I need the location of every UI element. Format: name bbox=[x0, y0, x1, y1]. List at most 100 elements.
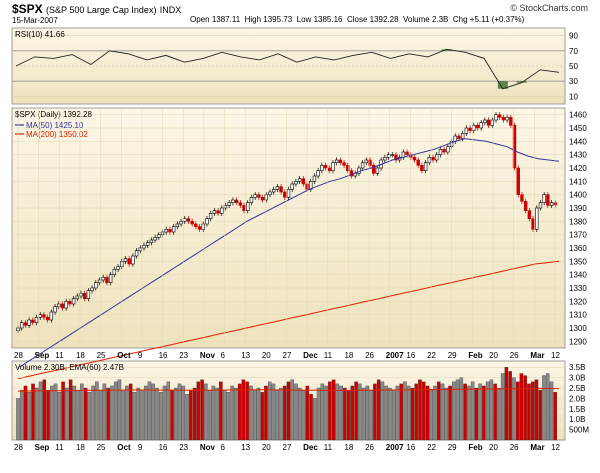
quote-line: Open 1387.11 High 1395.73 Low 1385.16 Cl… bbox=[190, 15, 525, 24]
volume-bar bbox=[155, 387, 159, 441]
volume-bar bbox=[335, 383, 340, 441]
candle-body bbox=[368, 159, 372, 166]
rsi-oversold-fill bbox=[497, 81, 508, 89]
volume-bar bbox=[286, 381, 291, 441]
volume-x-label: 6 bbox=[221, 443, 226, 452]
volume-x-label: 9 bbox=[138, 443, 143, 452]
symbol: $SPX bbox=[12, 2, 43, 16]
volume-bar bbox=[328, 381, 332, 441]
candle-body bbox=[190, 221, 194, 225]
candle-body bbox=[483, 119, 487, 123]
volume-bar bbox=[470, 381, 475, 441]
candle-body bbox=[360, 162, 365, 169]
volume-bar bbox=[117, 379, 122, 441]
volume-x-label: 18 bbox=[76, 443, 85, 452]
ma50-line bbox=[17, 138, 560, 369]
candle-body bbox=[194, 223, 198, 227]
high-value: 1395.73 bbox=[263, 15, 293, 24]
volume-bar bbox=[358, 383, 362, 441]
candle-body bbox=[116, 266, 120, 270]
candle-body bbox=[45, 317, 50, 321]
ma50-legend-label: MA(50) 1425.10 bbox=[26, 121, 84, 130]
volume-bar bbox=[207, 389, 212, 441]
candle-body bbox=[138, 247, 142, 251]
volume-bar bbox=[226, 392, 231, 441]
volume-bar bbox=[27, 392, 32, 441]
volume-title: Volume 2.30B, EMA(60) 2.47B bbox=[15, 363, 124, 372]
candle-body bbox=[20, 322, 24, 329]
open-value: 1387.11 bbox=[211, 15, 241, 24]
panel-price bbox=[11, 107, 566, 349]
volume-bar bbox=[125, 385, 129, 441]
candle-body bbox=[516, 167, 520, 195]
volume-bar bbox=[395, 385, 400, 441]
price-tick-label: 1350 bbox=[569, 257, 587, 266]
volume-bar bbox=[211, 385, 216, 441]
volume-x-label: Feb bbox=[468, 443, 482, 452]
volume-bar bbox=[421, 381, 426, 441]
price-tick-label: 1290 bbox=[569, 337, 587, 346]
price-x-label: 23 bbox=[179, 351, 188, 360]
price-x-label: 29 bbox=[448, 351, 457, 360]
volume-x-label: 13 bbox=[241, 443, 250, 452]
candle-body bbox=[64, 301, 68, 309]
volume-tick-label: 2.5B bbox=[569, 384, 585, 393]
volume-bar bbox=[113, 381, 118, 441]
candle-body bbox=[197, 226, 202, 230]
volume-bar bbox=[42, 379, 47, 441]
volume-bar bbox=[380, 381, 385, 441]
volume-bar bbox=[320, 383, 325, 441]
candle-body bbox=[527, 210, 532, 219]
price-x-label: Dec bbox=[303, 351, 318, 360]
volume-x-label: 23 bbox=[179, 443, 188, 452]
candle-body bbox=[405, 151, 409, 155]
volume-bar bbox=[241, 379, 246, 441]
candle-body bbox=[479, 122, 483, 129]
candle-body bbox=[164, 229, 168, 233]
price-x-label: 6 bbox=[221, 351, 226, 360]
volume-bar bbox=[369, 389, 373, 441]
price-tick-label: 1460 bbox=[569, 111, 587, 120]
candle-body bbox=[542, 194, 546, 203]
volume-tick-label: 3.5B bbox=[569, 363, 585, 372]
volume-bar bbox=[38, 381, 43, 441]
candle-body bbox=[260, 197, 265, 201]
volume-bar bbox=[331, 379, 336, 441]
volume-bar bbox=[482, 385, 486, 441]
volume-bar bbox=[102, 383, 107, 441]
rsi-title: RSI(10) 41.66 bbox=[15, 30, 65, 39]
candle-body bbox=[390, 154, 394, 156]
rsi-tick-label: 30 bbox=[569, 77, 578, 86]
volume-bar bbox=[455, 379, 460, 441]
candle-body bbox=[71, 298, 76, 305]
price-tick-label: 1450 bbox=[569, 124, 587, 133]
volume-bar bbox=[121, 389, 125, 441]
price-x-label: 25 bbox=[97, 351, 106, 360]
price-tick-label: 1370 bbox=[569, 231, 587, 240]
candle-body bbox=[498, 114, 502, 118]
candle-body bbox=[205, 218, 209, 225]
candle-body bbox=[208, 213, 213, 219]
candle-body bbox=[475, 125, 480, 129]
price-x-label: 27 bbox=[283, 351, 292, 360]
volume-bar bbox=[230, 385, 234, 441]
candle-body bbox=[509, 117, 513, 126]
candle-body bbox=[553, 202, 557, 206]
security-name: (S&P 500 Large Cap Index) bbox=[46, 5, 157, 15]
candle-body bbox=[312, 175, 317, 182]
candle-body bbox=[234, 199, 239, 203]
candle-body bbox=[49, 311, 54, 321]
volume-tick-label: 3.0B bbox=[569, 374, 585, 383]
price-x-label: 12 bbox=[551, 351, 560, 360]
volume-bar bbox=[545, 373, 550, 441]
volume-x-label: 18 bbox=[344, 443, 353, 452]
volume-bar bbox=[309, 394, 313, 441]
volume-bar bbox=[72, 385, 77, 441]
price-x-label: 13 bbox=[241, 351, 250, 360]
candle-body bbox=[257, 194, 261, 198]
price-x-label: Mar bbox=[530, 351, 544, 360]
price-x-label: 18 bbox=[344, 351, 353, 360]
volume-x-label: 28 bbox=[14, 443, 23, 452]
candle-body bbox=[168, 229, 172, 233]
price-tick-label: 1410 bbox=[569, 177, 587, 186]
